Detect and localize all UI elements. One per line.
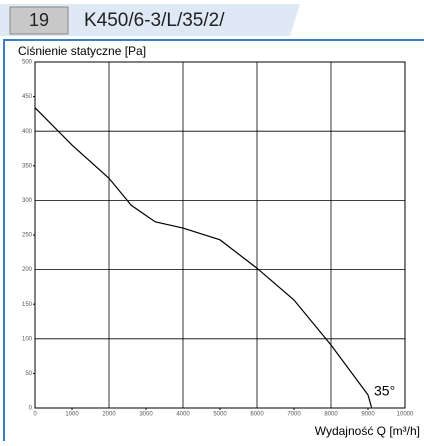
y-tick-label: 450	[22, 94, 33, 100]
annotation: 35°	[374, 383, 395, 399]
y-tick-label: 350	[22, 163, 33, 169]
x-tick-label: 5000	[213, 412, 227, 418]
y-tick-label: 150	[22, 302, 33, 308]
y-tick-label: 400	[22, 129, 33, 135]
x-tick-label: 1000	[65, 412, 79, 418]
x-tick-label: 4000	[176, 412, 190, 418]
y-tick-label: 200	[22, 267, 33, 273]
y-tick-label: 100	[22, 336, 33, 342]
x-tick-label: 8000	[324, 412, 338, 418]
x-axis-title: Wydajność Q [m³/h]	[315, 424, 420, 438]
y-axis-title: Ciśnienie statyczne [Pa]	[18, 44, 146, 58]
y-tick-label: 300	[22, 198, 33, 204]
x-tick-label: 7000	[287, 412, 301, 418]
x-tick-label: 0	[33, 412, 37, 418]
y-tick-label: 0	[29, 406, 33, 412]
title: K450/6-3/L/35/2/	[84, 10, 225, 31]
x-tick-label: 6000	[250, 412, 264, 418]
x-tick-label: 3000	[139, 412, 153, 418]
x-tick-label: 2000	[102, 412, 116, 418]
card-border	[3, 39, 424, 441]
curve	[34, 107, 373, 409]
y-tick-label: 250	[22, 233, 33, 239]
number: 19	[29, 10, 49, 30]
y-tick-label: 50	[25, 371, 32, 377]
number-tab	[9, 6, 69, 35]
header-band	[0, 4, 300, 36]
x-tick-label: 10000	[397, 412, 414, 418]
y-tick-label: 500	[22, 60, 33, 66]
x-tick-label: 9000	[361, 412, 375, 418]
